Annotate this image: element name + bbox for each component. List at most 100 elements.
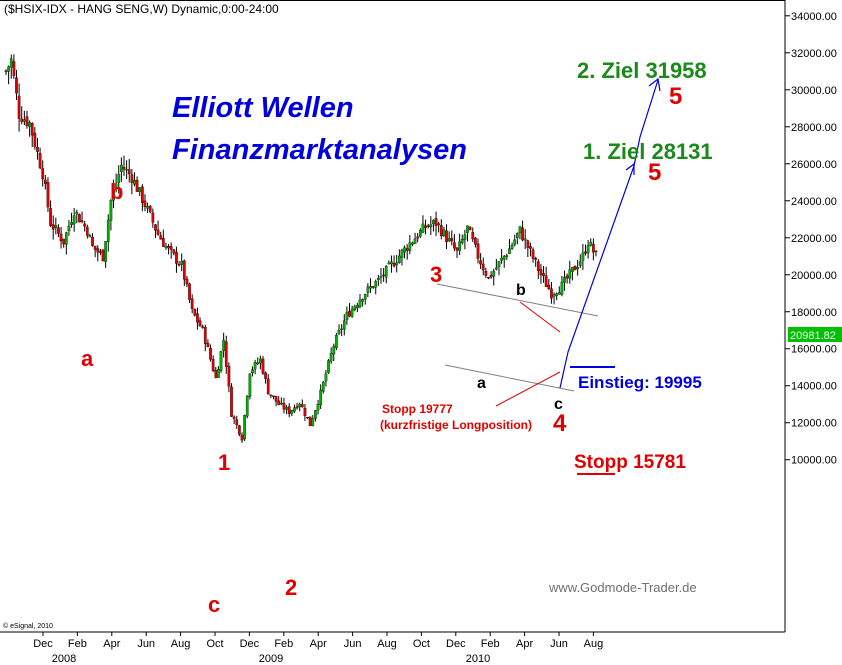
candle-body — [214, 370, 218, 378]
wave-label-c-2008: c — [208, 592, 220, 617]
candle-body — [38, 152, 42, 169]
candle-body — [23, 119, 26, 122]
candle-body — [584, 251, 587, 254]
candle-body — [70, 222, 73, 226]
x-tick-label: Jun — [550, 638, 568, 650]
candle-body — [122, 167, 126, 170]
x-tick-label: Aug — [171, 638, 191, 650]
short-stop-note: (kurzfristige Longposition) — [380, 418, 532, 432]
candle-body — [371, 286, 375, 288]
candle-body — [306, 416, 309, 419]
candle-body — [274, 395, 278, 402]
candle-body — [340, 328, 343, 330]
candle-body — [474, 237, 477, 245]
candle-body — [476, 243, 480, 259]
candle-body — [169, 246, 173, 250]
candle-body — [353, 306, 357, 311]
candle-body — [361, 299, 364, 302]
candle-body — [397, 255, 401, 263]
candle-body — [230, 386, 233, 417]
candle-body — [377, 277, 380, 281]
candle-body — [308, 416, 312, 427]
candle-body — [15, 77, 18, 94]
candle-body — [106, 219, 110, 243]
candle-body — [67, 226, 71, 232]
candle-body — [460, 239, 464, 244]
candle-body — [453, 242, 456, 249]
arrow-head-target1 — [625, 162, 635, 175]
candle-body — [329, 353, 333, 362]
candle-body — [379, 276, 383, 278]
candle-body — [41, 168, 45, 180]
candle-body — [148, 205, 152, 212]
candle-body — [264, 372, 267, 379]
candle-body — [418, 230, 422, 237]
candle-body — [85, 226, 89, 236]
wave-label-c-2010: c — [554, 396, 563, 413]
candle-body — [455, 247, 459, 251]
candle-body — [4, 70, 8, 73]
candle-body — [321, 381, 325, 392]
candle-body — [350, 308, 354, 317]
candle-body — [17, 95, 21, 119]
candle-body — [211, 359, 215, 371]
candle-body — [130, 174, 134, 183]
candle-body — [253, 362, 257, 370]
candle-body — [112, 189, 115, 201]
candle-body — [382, 274, 385, 277]
candle-body — [28, 122, 31, 127]
candle-body — [542, 273, 545, 276]
candle-body — [54, 225, 58, 228]
x-tick-label: Aug — [377, 638, 397, 650]
candle-body — [495, 267, 498, 270]
candle-body — [269, 394, 273, 396]
candle-body — [224, 341, 228, 367]
x-tick-label: Feb — [274, 638, 293, 650]
candle-body — [287, 406, 291, 414]
candle-body — [159, 235, 163, 240]
candle-body — [345, 312, 349, 321]
candle-body — [120, 164, 123, 172]
candle-body — [20, 118, 24, 122]
candle-body — [261, 358, 265, 374]
candle-body — [46, 182, 50, 208]
channel-upper-line — [436, 283, 599, 317]
candle-body — [51, 224, 55, 230]
candle-body — [117, 174, 121, 183]
candle-body — [138, 187, 142, 192]
title-line-1: Elliott Wellen — [172, 92, 354, 124]
candle-body — [505, 255, 509, 257]
candle-body — [510, 245, 514, 249]
candle-body — [586, 245, 590, 254]
candle-body — [487, 276, 490, 279]
candle-body — [295, 406, 299, 409]
main-stop-label: Stopp 15781 — [574, 452, 686, 473]
candle-body — [563, 277, 566, 283]
candle-body — [337, 330, 341, 334]
candle-body — [298, 403, 302, 407]
candle-body — [515, 233, 519, 239]
candle-body — [332, 345, 336, 355]
wave-5-target1-label: 5 — [648, 159, 661, 186]
candle-body — [272, 395, 275, 397]
candle-body — [319, 389, 323, 405]
wave-label-a-2010: a — [477, 375, 486, 392]
candle-body — [531, 249, 535, 259]
triangle-upper-line — [519, 301, 561, 333]
candle-body — [33, 132, 37, 147]
candle-body — [188, 283, 191, 300]
candle-body — [565, 275, 569, 279]
candle-body — [177, 264, 181, 266]
short-stop-label: Stopp 19777 — [382, 402, 453, 416]
x-tick-label: Jun — [344, 638, 362, 650]
candle-body — [151, 212, 155, 223]
y-tick-label: 28000.00 — [791, 122, 837, 134]
candle-body — [387, 262, 391, 265]
x-year-label: 2010 — [466, 653, 490, 665]
channel-lower-line — [444, 364, 575, 392]
candle-body — [217, 369, 220, 378]
candle-body — [408, 242, 412, 251]
candle-body — [43, 179, 47, 185]
candle-body — [363, 294, 367, 300]
candle-body — [529, 246, 532, 249]
